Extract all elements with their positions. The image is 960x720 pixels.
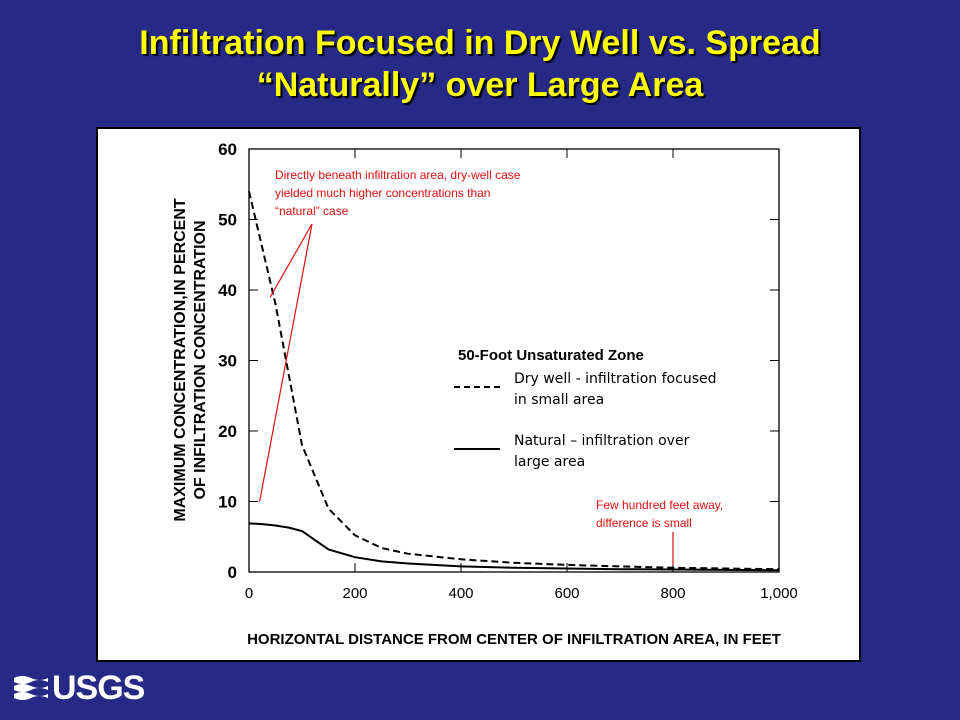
legend-label: Dry well - infiltration focused	[514, 371, 717, 387]
y-tick-label: 50	[218, 211, 237, 230]
x-tick-label: 400	[448, 585, 473, 602]
annotation-text: “natural” case	[275, 204, 349, 218]
y-tick-label: 20	[218, 422, 237, 441]
legend-label: Natural – infiltration over	[514, 433, 690, 449]
x-tick-label: 0	[245, 585, 253, 602]
series-line-dry-well	[248, 191, 780, 571]
y-axis-label: MAXIMUM CONCENTRATION,IN PERCENT OF INFIL…	[172, 198, 209, 521]
y-tick-label: 30	[218, 352, 237, 371]
x-tick-label: 600	[554, 585, 579, 602]
annotation-text: Directly beneath infiltration area, dry-…	[275, 168, 521, 182]
usgs-logo-text: USGS	[52, 668, 145, 707]
x-axis-label: HORIZONTAL DISTANCE FROM CENTER OF INFIL…	[247, 631, 781, 648]
annotation-text: difference is small	[596, 516, 692, 530]
y-tick-label: 40	[218, 281, 237, 300]
chart-panel: 0 10 20 30 40 50 60 0 200 400 600 800 1,000 HORIZONTA…	[96, 127, 861, 662]
annotation-text: yielded much higher concentrations than	[275, 186, 490, 200]
annotation-text: Few hundred feet away,	[596, 498, 723, 512]
y-axis-label-line2: OF INFILTRATION CONCENTRATION	[192, 220, 209, 499]
annotation-pointer	[269, 223, 313, 298]
usgs-wave-icon	[14, 676, 48, 700]
y-tick-label: 10	[218, 493, 237, 512]
slide-title-line1: Infiltration Focused in Dry Well vs. Spr…	[139, 24, 821, 62]
y-axis-label-line1: MAXIMUM CONCENTRATION,IN PERCENT	[172, 198, 189, 521]
usgs-logo: USGS	[14, 668, 145, 707]
legend-label: large area	[514, 454, 585, 470]
series-line-natural	[248, 522, 780, 572]
y-tick-label: 60	[218, 140, 237, 159]
x-tick-label: 800	[660, 585, 685, 602]
slide-title-line2: “Naturally” over Large Area	[256, 66, 704, 104]
y-tick-label: 0	[228, 563, 237, 582]
x-tick-label: 1,000	[760, 585, 798, 602]
legend-label: in small area	[514, 392, 604, 408]
x-tick-label: 200	[342, 585, 367, 602]
legend-title: 50-Foot Unsaturated Zone	[458, 347, 644, 364]
slide-title: Infiltration Focused in Dry Well vs. Spr…	[0, 22, 960, 106]
annotation-pointer	[259, 223, 313, 502]
